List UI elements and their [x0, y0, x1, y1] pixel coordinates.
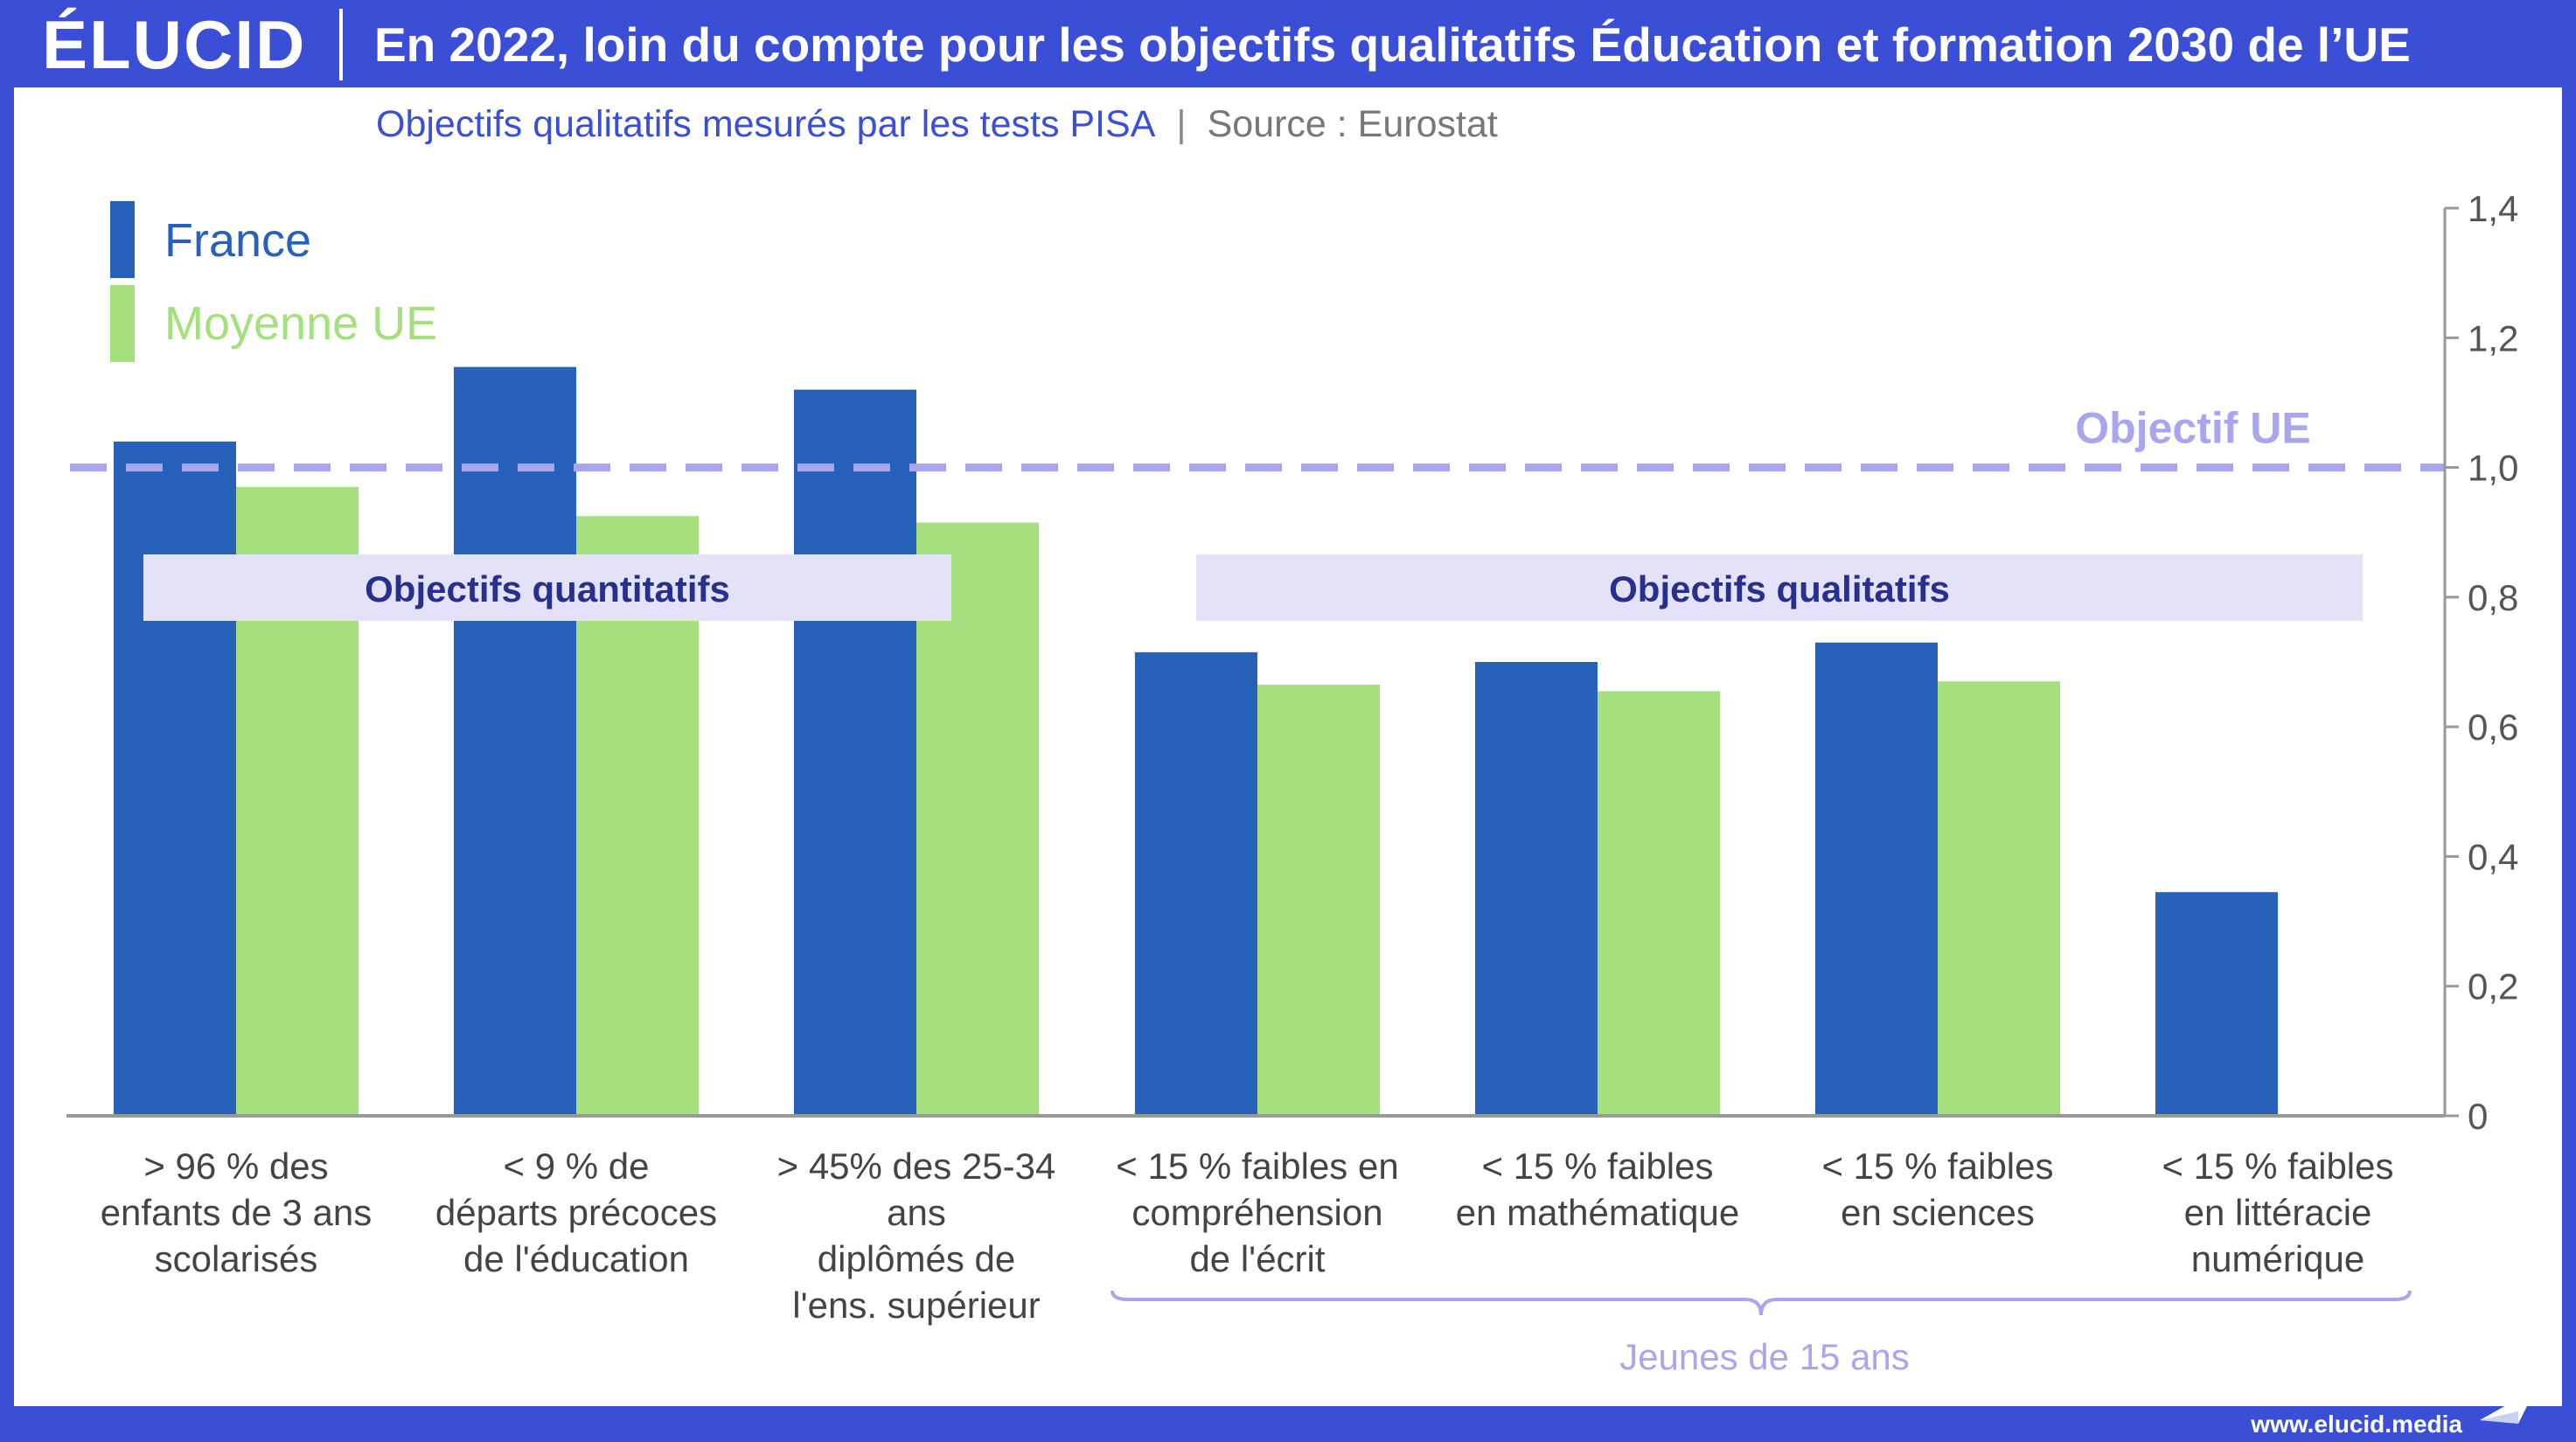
category-label-2-3: l'ens. supérieur [792, 1285, 1041, 1326]
elucid-logo[interactable]: ÉLUCID [42, 6, 307, 83]
header-separator [339, 9, 343, 80]
category-label-4-1: en mathématique [1456, 1192, 1740, 1233]
bar-france-5 [1815, 642, 1938, 1116]
category-label-5-0: < 15 % faibles [1821, 1146, 2053, 1187]
category-label-6-1: en littéracie [2184, 1192, 2372, 1233]
y-tick-label-6: 1,2 [2468, 317, 2518, 359]
category-label-4-0: < 15 % faibles [1481, 1146, 1713, 1187]
y-tick-label-3: 0,6 [2468, 707, 2518, 748]
category-label-5-1: en sciences [1841, 1192, 2035, 1233]
subtitle-text: Objectifs qualitatifs mesurés par les te… [376, 103, 1156, 145]
category-label-6-2: numérique [2191, 1238, 2364, 1279]
bar-france-2 [794, 389, 916, 1117]
category-label-2-1: ans [887, 1192, 946, 1233]
group-band-1 [1196, 554, 2363, 621]
bracket-line [1110, 1290, 2412, 1316]
group-label-1: Objectifs qualitatifs [1609, 568, 1950, 610]
bar-france-6 [2155, 892, 2278, 1116]
y-tick-label-1: 0,2 [2468, 966, 2518, 1007]
legend-label-eu: Moyenne UE [164, 297, 437, 350]
bracket-label: Jeunes de 15 ans [1619, 1336, 1910, 1377]
category-label-1-1: départs précoces [435, 1192, 717, 1233]
bar-eu-2 [916, 522, 1039, 1116]
source-text: Source : Eurostat [1207, 103, 1498, 145]
category-label-1-0: < 9 % de [504, 1146, 650, 1187]
legend-swatch-france [110, 201, 135, 278]
y-tick-label-5: 1,0 [2468, 448, 2518, 489]
category-label-2-0: > 45% des 25-34 [777, 1146, 1056, 1187]
group-band-0 [143, 554, 951, 621]
legend-swatch-eu [110, 285, 135, 362]
category-label-1-2: de l'éducation [463, 1238, 689, 1279]
y-tick-label-7: 1,4 [2468, 188, 2518, 229]
bar-france-0 [114, 441, 236, 1116]
y-tick-label-0: 0 [2468, 1096, 2488, 1137]
bar-france-4 [1475, 662, 1598, 1116]
chart-subtitle: Objectifs qualitatifs mesurés par les te… [376, 98, 1498, 150]
category-label-3-2: de l'écrit [1189, 1238, 1325, 1279]
bar-france-3 [1135, 651, 1257, 1116]
paper-plane-icon [2480, 1389, 2536, 1424]
y-tick-label-2: 0,4 [2468, 836, 2518, 877]
category-label-6-0: < 15 % faibles [2162, 1146, 2393, 1187]
category-label-0-2: scolarisés [155, 1238, 318, 1279]
legend-label-france: France [164, 214, 311, 267]
category-label-3-1: compréhension [1131, 1192, 1382, 1233]
footer-url[interactable]: www.elucid.media [2251, 1411, 2462, 1438]
category-label-3-0: < 15 % faibles en [1116, 1146, 1398, 1187]
bar-france-1 [454, 366, 576, 1116]
bar-eu-3 [1257, 684, 1380, 1116]
group-label-0: Objectifs quantitatifs [365, 568, 730, 610]
category-label-2-2: diplômés de [818, 1238, 1015, 1279]
bar-eu-5 [1938, 681, 2060, 1116]
subtitle-separator: | [1176, 103, 1187, 145]
header-bar: ÉLUCID En 2022, loin du compte pour les … [0, 0, 2576, 87]
bar-eu-4 [1598, 691, 1720, 1116]
category-label-0-0: > 96 % des [143, 1146, 328, 1187]
category-label-0-1: enfants de 3 ans [101, 1192, 372, 1233]
y-tick-label-4: 0,8 [2468, 577, 2518, 618]
chart-title: En 2022, loin du compte pour les objecti… [374, 17, 2411, 72]
target-label: Objectif UE [2075, 404, 2310, 453]
